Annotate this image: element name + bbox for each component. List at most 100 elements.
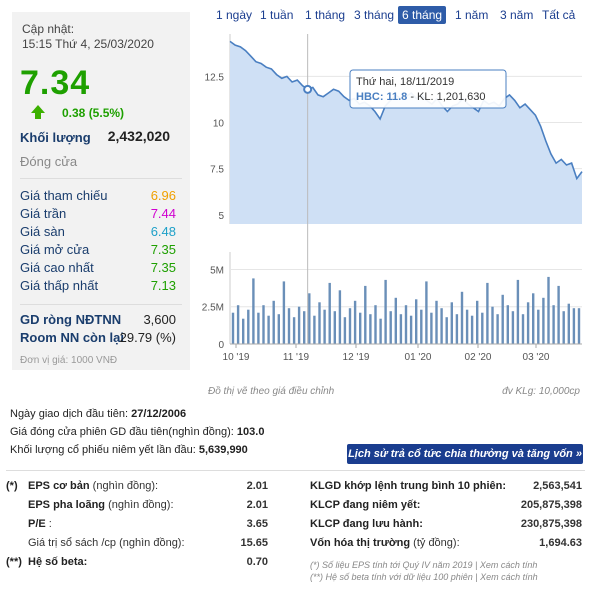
volume-bar: [231, 312, 235, 344]
price-row-value: 6.96: [150, 188, 176, 203]
chart-note-adjusted: Đồ thị vẽ theo giá điều chỉnh: [208, 385, 335, 397]
volume-bar: [303, 311, 306, 344]
fundamental-row: (*) EPS cơ bản (nghìn đồng): 2.01: [6, 480, 268, 496]
volume-bar: [369, 314, 372, 344]
volume-bar: [338, 290, 342, 344]
volume-bar: [481, 312, 484, 344]
volume-bar: [297, 306, 301, 344]
row-sub: (tỷ đồng):: [410, 537, 460, 549]
divider: [20, 304, 182, 305]
price-tick-label: 12.5: [205, 72, 225, 83]
volume-bar: [353, 300, 357, 344]
price-row: Giá trần 7.44: [20, 206, 176, 224]
volume-bar: [440, 308, 443, 344]
x-tick-label: 10 '19: [223, 352, 250, 363]
volume-bar: [516, 279, 520, 344]
period-tab[interactable]: 1 ngày: [216, 8, 253, 22]
volume-bar: [236, 305, 240, 344]
volume-bar: [333, 311, 336, 344]
first-listed-volume: Khối lượng cổ phiếu niêm yết lần đầu: 5,…: [10, 444, 248, 456]
volume-bar: [364, 285, 367, 344]
row-sub: (nghìn đồng):: [105, 499, 174, 511]
row-sub: (nghìn đồng):: [89, 480, 159, 492]
volume-bar: [348, 308, 352, 344]
volume-bar: [379, 318, 382, 344]
period-tab[interactable]: Tất cả: [542, 8, 576, 22]
footnote-eps[interactable]: (*) Số liệu EPS tính tới Quý IV năm 2019…: [310, 560, 538, 570]
period-tab[interactable]: 1 năm: [455, 8, 489, 22]
volume-bar: [328, 282, 331, 344]
fundamental-row: KLCP đang lưu hành: 230,875,398: [310, 518, 582, 534]
volume-bar: [532, 293, 535, 344]
row-label: KLCP đang lưu hành:: [310, 518, 423, 530]
volume-bar: [526, 302, 530, 344]
volume-bar: [511, 311, 515, 344]
price-row: Giá thấp nhất 7.13: [20, 278, 176, 296]
volume-bar: [445, 317, 448, 344]
volume-bar: [384, 279, 387, 344]
fundamental-row: (**) Hệ số beta: 0.70: [6, 556, 268, 572]
price-area-fill: [230, 41, 582, 225]
row-value: 15.65: [240, 537, 268, 549]
tooltip-volume: - KL: 1,201,630: [410, 91, 485, 103]
volume-bar: [567, 303, 570, 344]
fundamental-row: Vốn hóa thị trường (tỷ đồng): 1,694.63: [310, 537, 582, 553]
price-row: Giá cao nhất 7.35: [20, 260, 176, 278]
hover-point: [303, 84, 313, 94]
divider: [6, 470, 585, 471]
volume-bar: [323, 309, 326, 344]
volume-bar: [252, 278, 255, 344]
dividend-history-button[interactable]: Lịch sử trả cổ tức chia thưởng và tăng v…: [347, 444, 583, 464]
price-row: Giá tham chiếu 6.96: [20, 188, 176, 206]
foreign-row-label: GD ròng NĐTNN: [20, 312, 122, 327]
volume-tick-label: 2.5M: [202, 303, 224, 314]
period-tab[interactable]: 6 tháng: [398, 6, 447, 24]
price-row-value: 7.44: [150, 206, 176, 221]
first-close-price: Giá đóng cửa phiên GD đầu tiên(nghìn đồn…: [10, 426, 265, 438]
row-mark: (*): [6, 480, 18, 492]
volume-bar: [420, 309, 423, 344]
volume-bar: [562, 311, 565, 344]
volume-bar: [501, 294, 504, 344]
price-row-value: 7.35: [150, 260, 176, 275]
fundamental-row: P/E : 3.65: [6, 518, 268, 534]
tooltip-date: Thứ hai, 18/11/2019: [356, 76, 454, 88]
footnote-beta[interactable]: (**) Hệ số beta tính với dữ liệu 100 phi…: [310, 572, 538, 582]
price-row: Giá mở cửa 7.35: [20, 242, 176, 260]
period-tab[interactable]: 1 tháng: [305, 8, 346, 22]
row-label: KLCP đang niêm yết:: [310, 499, 421, 511]
row-value: 0.70: [246, 556, 268, 568]
volume-bar: [242, 318, 245, 344]
x-tick-label: 02 '20: [465, 352, 492, 363]
volume-bar: [287, 308, 291, 344]
price-volume-chart: 12.5 10 7.5 5 5M 2.5M 0 10 '19 11 '19 12 '19 01 …: [202, 34, 583, 397]
divider: [20, 178, 182, 179]
tooltip-values: HBC: 11.8- KL: 1,201,630: [356, 91, 486, 103]
price-row-label: Giá mở cửa: [20, 242, 90, 257]
volume-bar: [496, 314, 499, 344]
row-label: P/E: [28, 518, 46, 530]
period-tab[interactable]: 1 tuần: [260, 8, 294, 22]
row-label: KLGD khớp lệnh trung bình 10 phiên:: [310, 480, 507, 492]
volume-bar: [547, 276, 550, 344]
volume-bar: [318, 302, 321, 344]
tooltip-ticker: HBC:: [356, 91, 384, 103]
price-row-label: Giá cao nhất: [20, 260, 94, 275]
volume-bar: [267, 315, 270, 344]
volume-bar: [577, 308, 581, 344]
price-tick-label: 7.5: [210, 165, 224, 176]
row-value: 3.65: [246, 518, 268, 530]
period-tab[interactable]: 3 năm: [500, 8, 534, 22]
row-label: EPS cơ bản: [28, 480, 90, 492]
volume-bar: [394, 297, 397, 344]
volume-bar: [552, 305, 555, 344]
volume-bar: [262, 305, 265, 344]
period-tab[interactable]: 3 tháng: [354, 8, 395, 22]
volume-bar: [486, 282, 489, 344]
volume-bar: [359, 312, 362, 344]
volume-bar: [470, 315, 474, 344]
volume-bar: [404, 305, 408, 344]
volume-bar: [455, 314, 459, 344]
row-value: 2.01: [246, 499, 268, 511]
row-value: 1,694.63: [539, 537, 582, 549]
